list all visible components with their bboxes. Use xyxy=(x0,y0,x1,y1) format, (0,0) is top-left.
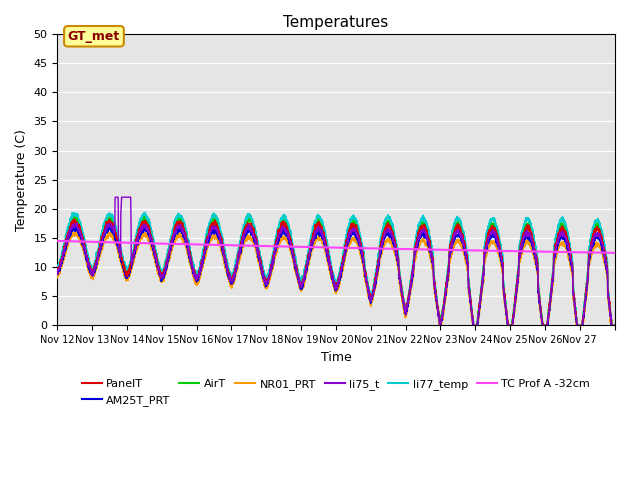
AM25T_PRT xyxy=(318,234,326,240)
li77_temp xyxy=(594,217,602,223)
AirT xyxy=(288,238,296,243)
li77_temp xyxy=(288,235,296,241)
AirT xyxy=(54,265,61,271)
AM25T_PRT xyxy=(566,254,574,260)
li77_temp xyxy=(54,263,61,269)
li77_temp xyxy=(470,323,477,328)
PanelT xyxy=(70,216,78,222)
AirT xyxy=(470,323,478,328)
TC Prof A -32cm xyxy=(458,247,466,253)
TC Prof A -32cm xyxy=(292,244,300,250)
PanelT xyxy=(611,323,618,328)
Line: li75_t: li75_t xyxy=(58,197,614,325)
li75_t xyxy=(111,194,119,200)
PanelT xyxy=(566,245,574,251)
Line: TC Prof A -32cm: TC Prof A -32cm xyxy=(58,241,614,253)
TC Prof A -32cm xyxy=(611,250,618,256)
NR01_PRT xyxy=(611,323,618,328)
NR01_PRT xyxy=(318,240,326,246)
li77_temp xyxy=(458,224,466,230)
NR01_PRT xyxy=(74,229,81,235)
li77_temp xyxy=(70,209,78,215)
li75_t xyxy=(54,269,61,275)
AM25T_PRT xyxy=(288,247,296,252)
AirT xyxy=(318,224,326,229)
PanelT xyxy=(436,323,444,328)
li75_t xyxy=(458,238,466,243)
li75_t xyxy=(611,323,618,328)
Y-axis label: Temperature (C): Temperature (C) xyxy=(15,129,28,230)
AM25T_PRT xyxy=(292,266,300,272)
Line: PanelT: PanelT xyxy=(58,219,614,325)
PanelT xyxy=(594,227,602,232)
li77_temp xyxy=(611,323,618,328)
PanelT xyxy=(318,227,326,232)
AM25T_PRT xyxy=(436,323,444,328)
AM25T_PRT xyxy=(106,223,113,229)
li77_temp xyxy=(318,220,326,226)
Line: AM25T_PRT: AM25T_PRT xyxy=(58,226,614,325)
NR01_PRT xyxy=(594,240,602,246)
li77_temp xyxy=(292,258,300,264)
AirT xyxy=(458,229,466,235)
AM25T_PRT xyxy=(594,233,602,239)
PanelT xyxy=(458,233,466,239)
PanelT xyxy=(288,241,296,247)
NR01_PRT xyxy=(288,252,296,258)
li77_temp xyxy=(566,240,574,246)
NR01_PRT xyxy=(436,323,444,328)
AirT xyxy=(566,246,574,252)
Text: GT_met: GT_met xyxy=(68,30,120,43)
Title: Temperatures: Temperatures xyxy=(284,15,388,30)
NR01_PRT xyxy=(292,271,300,277)
AirT xyxy=(140,213,148,218)
NR01_PRT xyxy=(54,275,61,281)
AirT xyxy=(611,323,618,328)
TC Prof A -32cm xyxy=(54,238,61,244)
Line: li77_temp: li77_temp xyxy=(58,212,614,325)
PanelT xyxy=(292,264,300,270)
AirT xyxy=(594,222,602,228)
li75_t xyxy=(288,246,296,252)
X-axis label: Time: Time xyxy=(321,351,351,364)
AM25T_PRT xyxy=(54,270,61,276)
AirT xyxy=(292,260,300,265)
TC Prof A -32cm xyxy=(318,244,326,250)
AM25T_PRT xyxy=(458,240,466,246)
PanelT xyxy=(54,265,61,271)
li75_t xyxy=(318,230,326,236)
li75_t xyxy=(292,263,300,269)
li75_t xyxy=(566,251,574,257)
NR01_PRT xyxy=(566,261,574,266)
li75_t xyxy=(470,323,477,328)
AM25T_PRT xyxy=(611,323,618,328)
NR01_PRT xyxy=(458,244,466,250)
TC Prof A -32cm xyxy=(566,249,573,255)
Legend: PanelT, AM25T_PRT, AirT, NR01_PRT, li75_t, li77_temp, TC Prof A -32cm: PanelT, AM25T_PRT, AirT, NR01_PRT, li75_… xyxy=(77,375,595,410)
Line: NR01_PRT: NR01_PRT xyxy=(58,232,614,325)
TC Prof A -32cm xyxy=(287,244,295,250)
TC Prof A -32cm xyxy=(593,250,601,255)
li75_t xyxy=(594,230,602,236)
Line: AirT: AirT xyxy=(58,216,614,325)
